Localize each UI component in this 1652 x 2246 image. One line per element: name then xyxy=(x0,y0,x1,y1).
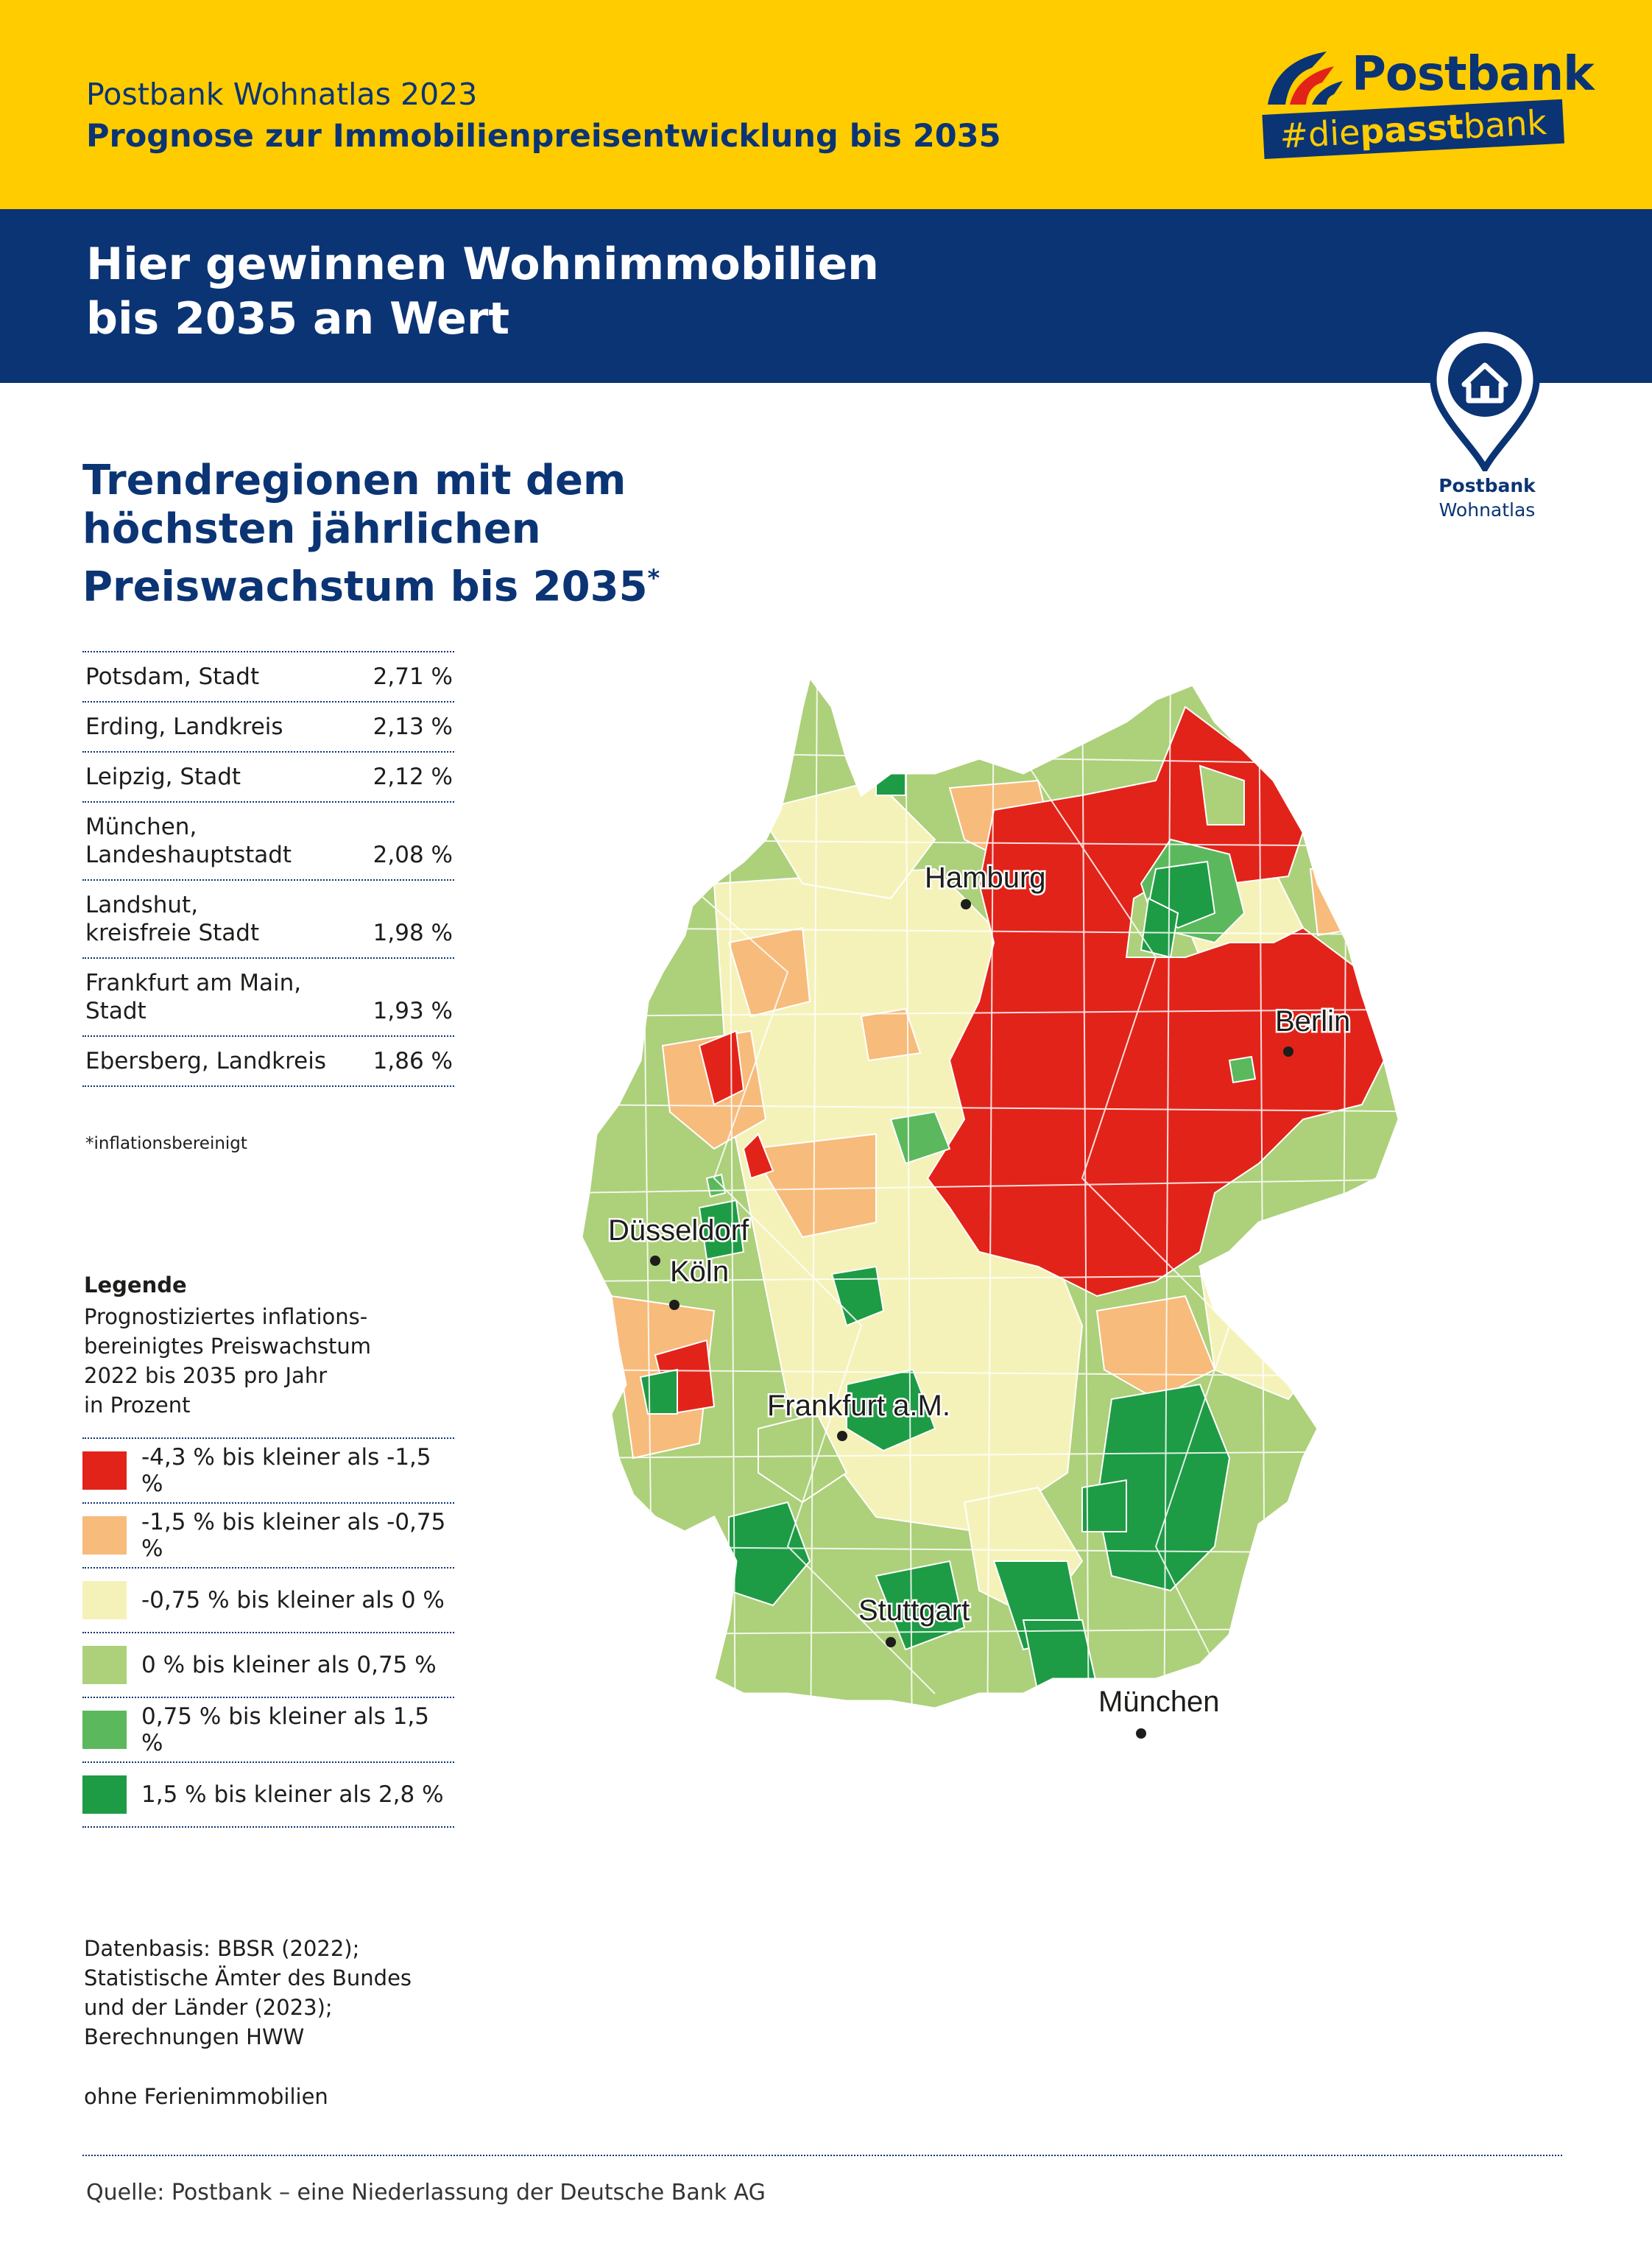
city-label-muenchen: München xyxy=(1098,1686,1220,1718)
badge-line-1: Postbank xyxy=(1439,475,1536,496)
legend-swatch xyxy=(82,1581,127,1619)
legend-label: -4,3 % bis kleiner als -1,5 % xyxy=(141,1444,431,1497)
location-pin-house-icon xyxy=(1430,325,1540,471)
legend-item: -4,3 % bis kleiner als -1,5 % xyxy=(82,1437,454,1504)
postbank-logo-mark-icon xyxy=(1268,52,1343,105)
report-subtitle: Prognose zur Immobilienpreisentwicklung … xyxy=(86,118,1001,155)
city-dot-berlin xyxy=(1283,1046,1293,1057)
badge-line-2: Wohnatlas xyxy=(1439,499,1536,521)
footer-source: Quelle: Postbank – eine Niederlassung de… xyxy=(86,2180,766,2205)
city-dot-muenchen xyxy=(1136,1728,1146,1739)
ranking-title: Trendregionen mit dem höchsten jährliche… xyxy=(82,457,660,612)
headline-line-1: Hier gewinnen Wohnimmobilien xyxy=(86,239,879,290)
legend-label: 1,5 % bis kleiner als 2,8 % xyxy=(141,1781,444,1808)
legend-subtitle-line: 2022 bis 2035 pro Jahr xyxy=(84,1363,328,1388)
legend-subtitle-line: Prognostiziertes inflations- xyxy=(84,1304,368,1329)
source-line: Datenbasis: BBSR (2022); xyxy=(84,1936,360,1961)
data-sources: Datenbasis: BBSR (2022); Statistische Äm… xyxy=(84,1934,452,2052)
city-dot-koeln xyxy=(669,1300,679,1310)
table-row: Erding, Landkreis 2,13 % xyxy=(82,703,454,753)
city-label-hamburg: Hamburg xyxy=(925,862,1046,894)
table-row: Ebersberg, Landkreis 1,86 % xyxy=(82,1037,454,1087)
ranking-table: Potsdam, Stadt 2,71 % Erding, Landkreis 2,… xyxy=(82,651,454,1087)
city-dot-frankfurt xyxy=(837,1431,847,1441)
legend-label: -0,75 % bis kleiner als 0 % xyxy=(141,1587,445,1613)
legend-subtitle: Prognostiziertes inflations- bereinigtes… xyxy=(84,1302,393,1420)
region-name: Potsdam, Stadt xyxy=(85,663,260,690)
region-name: Leipzig, Stadt xyxy=(85,764,241,790)
legend-item: -1,5 % bis kleiner als -0,75 % xyxy=(82,1504,454,1569)
region-value: 1,98 % xyxy=(373,920,453,946)
city-label-duesseldorf: Düsseldorf xyxy=(608,1214,749,1247)
ranking-title-line-3: Preiswachstum bis 2035* xyxy=(82,554,660,612)
ranking-title-line-2: höchsten jährlichen xyxy=(82,505,541,553)
footnote: *inflationsbereinigt xyxy=(85,1134,247,1153)
headline: Hier gewinnen Wohnimmobilien bis 2035 an… xyxy=(86,237,879,346)
table-row: München, Landeshauptstadt 2,08 % xyxy=(82,803,454,881)
region-value: 2,71 % xyxy=(373,663,453,690)
headline-banner xyxy=(0,209,1652,383)
region-value: 1,86 % xyxy=(373,1048,453,1074)
region-name: Landshut, kreisfreie Stadt xyxy=(85,892,260,946)
city-label-stuttgart: Stuttgart xyxy=(858,1594,970,1627)
source-line: Statistische Ämter des Bundes xyxy=(84,1965,412,1990)
header-bar xyxy=(0,0,1652,209)
legend-swatch xyxy=(82,1646,127,1684)
table-row: Leipzig, Stadt 2,12 % xyxy=(82,753,454,803)
region-value: 2,13 % xyxy=(373,714,453,740)
table-row: Potsdam, Stadt 2,71 % xyxy=(82,651,454,703)
legend-item: 0,75 % bis kleiner als 1,5 % xyxy=(82,1698,454,1763)
germany-price-map: Hamburg Berlin Düsseldorf Köln Frankfurt… xyxy=(580,675,1400,1739)
ranking-title-text: Preiswachstum bis 2035 xyxy=(82,563,648,611)
legend-label: -1,5 % bis kleiner als -0,75 % xyxy=(141,1509,446,1562)
legend-subtitle-line: bereinigtes Preiswachstum xyxy=(84,1334,372,1359)
city-label-berlin: Berlin xyxy=(1275,1005,1350,1038)
source-line: Berechnungen HWW xyxy=(84,2024,305,2049)
region-value: 2,12 % xyxy=(373,764,453,790)
region-name: Frankfurt am Main, Stadt xyxy=(85,970,302,1024)
region-value: 2,08 % xyxy=(373,842,453,868)
table-row: Frankfurt am Main, Stadt 1,93 % xyxy=(82,959,454,1037)
legend-swatch xyxy=(82,1451,127,1490)
region-name: München, Landeshauptstadt xyxy=(85,814,292,868)
germany-outline xyxy=(580,675,1400,1710)
city-label-frankfurt: Frankfurt a.M. xyxy=(767,1390,950,1422)
legend-subtitle-line: in Prozent xyxy=(84,1393,191,1418)
legend-swatch xyxy=(82,1516,127,1555)
footer-divider xyxy=(82,2155,1562,2156)
ranking-title-marker: * xyxy=(647,564,660,592)
postbank-logo: Postbank #die passt bank xyxy=(1260,41,1595,166)
city-dot-hamburg xyxy=(961,899,971,909)
city-dot-duesseldorf xyxy=(650,1256,660,1266)
report-name: Postbank Wohnatlas 2023 xyxy=(86,77,478,112)
legend-label: 0 % bis kleiner als 0,75 % xyxy=(141,1652,437,1678)
hashtag-bold: passt xyxy=(1358,106,1465,152)
hashtag-pre: #die xyxy=(1279,112,1361,156)
city-markers: Hamburg Berlin Düsseldorf Köln Frankfurt… xyxy=(607,860,1352,1739)
table-row: Landshut, kreisfreie Stadt 1,98 % xyxy=(82,881,454,959)
region-name: Erding, Landkreis xyxy=(85,714,283,740)
legend-item: 0 % bis kleiner als 0,75 % xyxy=(82,1633,454,1698)
legend-title: Legende xyxy=(84,1272,187,1298)
legend-item: 1,5 % bis kleiner als 2,8 % xyxy=(82,1763,454,1828)
logo-wordmark: Postbank xyxy=(1352,47,1595,102)
legend-list: -4,3 % bis kleiner als -1,5 % -1,5 % bis… xyxy=(82,1437,454,1828)
hashtag-post: bank xyxy=(1462,102,1548,147)
city-dot-stuttgart xyxy=(886,1637,896,1647)
exclusion-note: ohne Ferienimmobilien xyxy=(84,2084,328,2109)
city-label-koeln: Köln xyxy=(670,1256,729,1288)
legend-swatch xyxy=(82,1711,127,1749)
source-line: und der Länder (2023); xyxy=(84,1995,333,2020)
legend-item: -0,75 % bis kleiner als 0 % xyxy=(82,1569,454,1633)
region-name: Ebersberg, Landkreis xyxy=(85,1048,327,1074)
headline-line-2: bis 2035 an Wert xyxy=(86,293,510,345)
ranking-title-line-1: Trendregionen mit dem xyxy=(82,457,626,504)
legend-swatch xyxy=(82,1775,127,1814)
region-value: 1,93 % xyxy=(373,998,453,1024)
legend-label: 0,75 % bis kleiner als 1,5 % xyxy=(141,1703,429,1756)
